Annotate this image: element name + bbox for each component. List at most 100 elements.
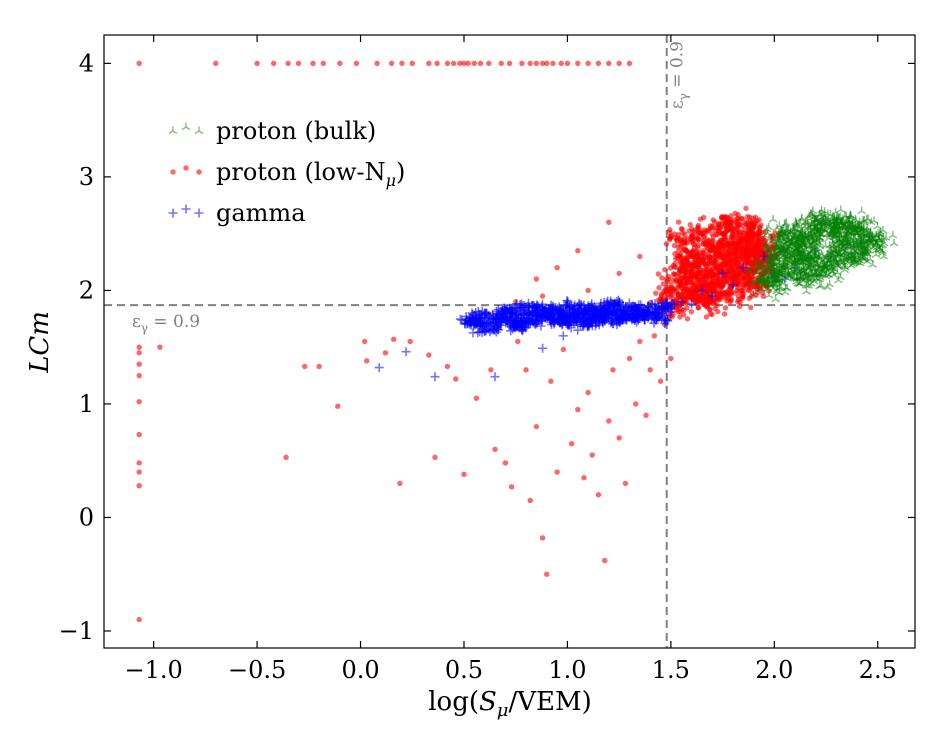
data-point (651, 313, 661, 323)
data-point-fill (780, 287, 790, 296)
data-point (703, 282, 709, 288)
vertical-threshold-label: εγ = 0.9 (668, 41, 691, 109)
data-point-fill (843, 247, 853, 255)
data-point-fill (780, 245, 790, 254)
data-point-fill (812, 274, 822, 282)
data-point-fill (687, 261, 693, 267)
data-point (709, 242, 715, 248)
data-point-fill (683, 275, 690, 281)
data-point-fill (721, 311, 728, 317)
data-point (533, 276, 540, 282)
data-point-fill (690, 248, 696, 254)
data-point (558, 309, 568, 319)
data-point (471, 60, 478, 67)
data-point-fill (673, 288, 680, 294)
data-point (637, 338, 643, 345)
data-point (519, 60, 525, 67)
data-point (505, 319, 514, 329)
data-point (604, 310, 614, 320)
data-point-fill (775, 236, 785, 245)
data-point-fill (734, 233, 741, 240)
data-point (480, 310, 490, 320)
data-point-fill (502, 312, 512, 322)
data-point-fill (709, 231, 715, 237)
data-point (790, 257, 800, 266)
data-point-fill (724, 224, 731, 230)
data-point (430, 372, 440, 382)
data-point-fill (754, 218, 760, 224)
data-point (426, 352, 432, 358)
data-point-fill (797, 213, 807, 222)
data-point (490, 372, 500, 382)
data-point (593, 314, 603, 324)
data-point (432, 454, 438, 460)
data-point (688, 253, 695, 260)
data-point-fill (714, 308, 721, 315)
data-point (527, 497, 533, 504)
data-point (811, 268, 821, 277)
data-point-fill (707, 306, 713, 313)
data-point-fill (455, 314, 465, 324)
data-point-fill (754, 237, 761, 244)
series-gamma (374, 240, 852, 382)
data-point (511, 310, 521, 320)
x-axis-label: log(Sμ/VEM) (428, 687, 592, 721)
data-point-fill (675, 219, 682, 225)
data-point (715, 253, 722, 260)
data-point (631, 302, 641, 312)
data-point (740, 236, 746, 243)
data-point (136, 482, 142, 489)
data-point-fill (671, 271, 678, 278)
data-point (815, 223, 825, 232)
data-point-fill (468, 328, 478, 338)
data-point-fill (727, 244, 733, 250)
data-point-fill (709, 282, 715, 288)
data-point-fill (494, 320, 504, 330)
data-point (136, 616, 142, 623)
data-point (573, 313, 583, 323)
data-point (467, 316, 477, 326)
legend-marker-glyph (194, 208, 204, 218)
data-point (488, 367, 494, 373)
data-point (546, 305, 556, 315)
data-point (484, 324, 494, 334)
data-point-fill (600, 315, 610, 325)
data-point (867, 238, 876, 246)
data-point-fill (656, 285, 662, 291)
data-point (136, 469, 142, 475)
data-point (637, 310, 647, 320)
data-point-fill (639, 315, 649, 325)
data-point (542, 312, 552, 322)
data-point-fill (764, 246, 774, 255)
data-point (695, 270, 701, 277)
data-point-fill (602, 298, 612, 308)
data-point-fill (722, 305, 729, 311)
data-point (583, 319, 593, 329)
legend-label-proton-low: proton (low-Nμ) (216, 158, 405, 190)
data-point (521, 302, 531, 312)
legend-marker-proton-low (170, 165, 202, 175)
legend-marker-glyph (181, 122, 191, 131)
data-point (335, 403, 341, 409)
x-tick-label: −1.0 (125, 656, 183, 684)
data-point-fill (866, 217, 876, 226)
data-point-fill (683, 269, 689, 276)
data-point-fill (690, 272, 697, 279)
data-point-fill (700, 267, 707, 273)
data-point-fill (756, 278, 766, 286)
data-point-fill (857, 206, 866, 215)
data-point (573, 325, 583, 335)
data-point-fill (755, 247, 761, 253)
data-point (283, 454, 289, 460)
legend-marker-glyph (183, 165, 189, 171)
data-point-fill (693, 235, 699, 241)
axis-ticks: −1.0 −0.5 0.0 0.5 1.0 1.5 2.0 2.5 −1 0 1 2 3 4 (59, 35, 915, 684)
data-point (310, 60, 316, 67)
data-point (374, 363, 384, 373)
data-point (426, 60, 432, 67)
data-point-fill (684, 293, 691, 299)
data-point-fill (793, 278, 803, 287)
data-point-fill (661, 316, 671, 326)
data-point (852, 223, 862, 232)
data-point (794, 246, 804, 254)
